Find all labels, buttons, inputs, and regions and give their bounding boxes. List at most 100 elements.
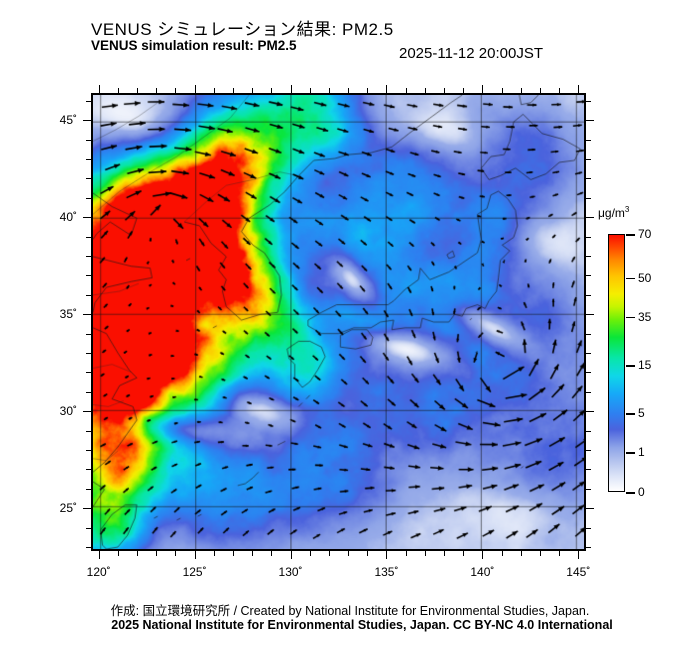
x-tick-131 <box>309 551 311 556</box>
y-tick-29 <box>86 430 91 432</box>
y-tick-44 <box>86 139 91 141</box>
x-tick-top-130 <box>290 85 292 93</box>
y-tick-right-39 <box>586 236 591 238</box>
y-tick-right-33 <box>586 353 591 355</box>
y-tick-34 <box>86 333 91 335</box>
colorbar-unit-text: μg/m <box>598 206 625 220</box>
y-tick-39 <box>86 236 91 238</box>
x-tick-top-131 <box>309 88 311 93</box>
y-tick-right-44 <box>586 139 591 141</box>
colorbar-tick-15 <box>626 365 635 367</box>
y-tick-45 <box>83 120 91 122</box>
x-tick-top-129 <box>271 88 273 93</box>
y-tick-right-40 <box>586 217 594 219</box>
x-tick-130 <box>290 551 292 559</box>
x-tick-top-121 <box>117 88 119 93</box>
x-axis-label-130: 130˚ <box>278 565 303 579</box>
x-tick-136 <box>405 551 407 556</box>
y-tick-right-46 <box>586 100 591 102</box>
y-axis-label-45: 45˚ <box>59 113 77 128</box>
x-tick-top-144 <box>559 88 561 93</box>
y-tick-right-43 <box>586 158 591 160</box>
x-axis-label-135: 135˚ <box>374 565 399 579</box>
y-tick-26 <box>86 488 91 490</box>
x-tick-138 <box>444 551 446 556</box>
y-tick-right-23 <box>586 547 591 549</box>
x-tick-top-125 <box>194 85 196 93</box>
y-tick-23 <box>86 547 91 549</box>
page-title-japanese: VENUS シミュレーション結果: PM2.5 <box>91 20 394 39</box>
x-tick-140 <box>482 551 484 559</box>
y-tick-right-41 <box>586 197 591 199</box>
colorbar-label-35: 35 <box>638 309 652 324</box>
x-tick-top-140 <box>482 85 484 93</box>
x-axis-label-125: 125˚ <box>182 565 207 579</box>
colorbar-label-70: 70 <box>638 227 652 241</box>
x-tick-top-138 <box>444 88 446 93</box>
credit-line: 作成: 国立環境研究所 / Created by National Instit… <box>110 604 590 618</box>
x-tick-top-123 <box>156 88 158 93</box>
y-tick-right-31 <box>586 391 591 393</box>
x-axis-label-145: 145˚ <box>566 565 591 579</box>
x-tick-top-135 <box>386 85 388 93</box>
y-tick-28 <box>86 450 91 452</box>
y-tick-32 <box>86 372 91 374</box>
x-tick-144 <box>559 551 561 556</box>
x-tick-120 <box>98 551 100 559</box>
x-tick-145 <box>578 551 580 559</box>
y-tick-43 <box>86 158 91 160</box>
y-tick-38 <box>86 256 91 258</box>
y-tick-right-25 <box>586 508 594 510</box>
y-tick-right-28 <box>586 450 591 452</box>
x-tick-top-136 <box>405 88 407 93</box>
y-tick-right-35 <box>586 314 594 316</box>
y-tick-right-29 <box>586 430 591 432</box>
y-axis-label-30: 30˚ <box>59 404 77 419</box>
map-plot-area <box>91 93 586 551</box>
y-tick-right-36 <box>586 294 591 296</box>
x-tick-123 <box>156 551 158 556</box>
x-tick-top-132 <box>328 88 330 93</box>
y-tick-right-34 <box>586 333 591 335</box>
y-tick-right-24 <box>586 527 591 529</box>
timestamp-label: 2025-11-12 20:00JST <box>399 45 543 62</box>
page-title-english: VENUS simulation result: PM2.5 <box>91 38 297 53</box>
colorbar-unit-exponent: 3 <box>624 205 630 214</box>
x-tick-top-142 <box>520 88 522 93</box>
x-tick-top-143 <box>539 88 541 93</box>
y-tick-41 <box>86 197 91 199</box>
y-axis-label-25: 25˚ <box>59 501 77 516</box>
y-tick-right-38 <box>586 256 591 258</box>
colorbar-tick-1 <box>626 452 635 454</box>
license-line: 2025 National Institute for Environmenta… <box>0 618 700 632</box>
x-tick-top-139 <box>463 88 465 93</box>
x-tick-top-122 <box>137 88 139 93</box>
x-tick-134 <box>367 551 369 556</box>
colorbar-tick-50 <box>626 277 635 280</box>
colorbar-unit-label: μg/m3 <box>598 205 629 220</box>
y-tick-right-27 <box>586 469 591 471</box>
y-tick-right-26 <box>586 488 591 490</box>
y-tick-right-32 <box>586 372 591 374</box>
y-tick-25 <box>83 508 91 510</box>
x-tick-top-141 <box>501 88 503 93</box>
x-tick-top-134 <box>367 88 369 93</box>
colorbar-tick-35 <box>626 316 635 319</box>
x-tick-top-120 <box>98 85 100 93</box>
colorbar: μg/m3 70 50 35 15 5 1 0 <box>596 200 696 510</box>
y-tick-37 <box>86 275 91 277</box>
y-tick-46 <box>86 100 91 102</box>
colorbar-label-50: 50 <box>638 270 652 285</box>
y-tick-36 <box>86 294 91 296</box>
x-tick-122 <box>137 551 139 556</box>
x-tick-132 <box>328 551 330 556</box>
y-tick-right-37 <box>586 275 591 277</box>
x-tick-top-126 <box>213 88 215 93</box>
x-axis-label-140: 140˚ <box>470 565 495 579</box>
y-tick-right-45 <box>586 120 594 122</box>
y-tick-33 <box>86 353 91 355</box>
x-axis-label-120: 120˚ <box>86 565 111 579</box>
colorbar-tick-0 <box>626 492 635 494</box>
colorbar-label-0: 0 <box>638 485 645 499</box>
x-tick-top-127 <box>232 88 234 93</box>
